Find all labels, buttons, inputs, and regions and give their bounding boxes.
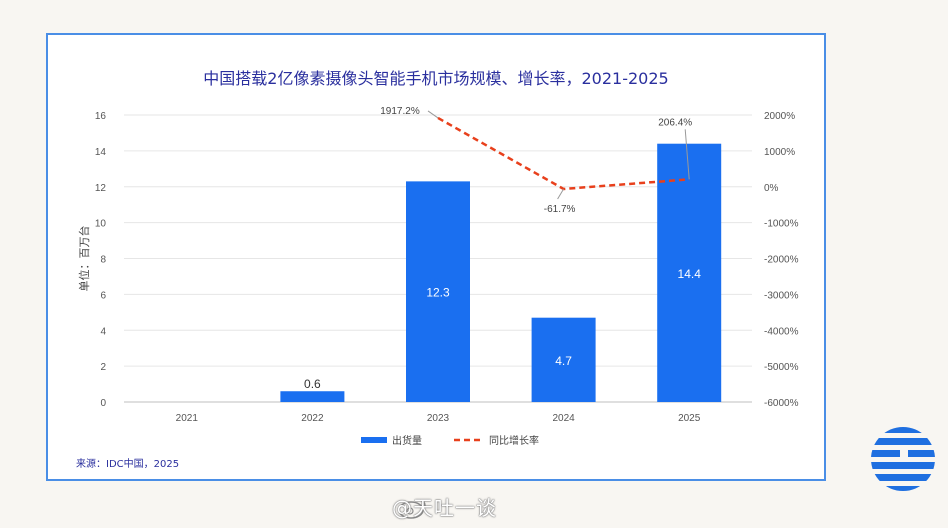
- y-tick-label: 6: [100, 290, 106, 301]
- leader-line: [684, 129, 690, 180]
- y-tick-label: 8: [100, 255, 106, 266]
- watermark: @天吐一谈: [392, 496, 497, 520]
- brand-logo-icon: [871, 427, 935, 491]
- source-note: 来源：IDC中国，2025: [76, 459, 180, 470]
- y2-tick-label: -3000%: [764, 290, 799, 301]
- y2-tick-label: -2000%: [764, 255, 799, 266]
- y2-tick-label: -4000%: [764, 326, 799, 337]
- bar-value-label: 14.4: [678, 267, 702, 281]
- growth-value-label: 206.4%: [658, 117, 692, 128]
- bar-value-label: 0.6: [304, 377, 321, 391]
- y-tick-label: 12: [95, 183, 107, 194]
- growth-line: [437, 116, 690, 191]
- growth-value-label: 1917.2%: [380, 106, 420, 117]
- leader-line: [557, 188, 565, 200]
- bar-value-label: 12.3: [426, 286, 450, 300]
- weibo-icon: [398, 499, 426, 519]
- bar-value-label: 4.7: [555, 354, 572, 368]
- legend-label: 同比增长率: [489, 434, 539, 447]
- x-tick-label: 2025: [678, 413, 701, 424]
- y2-tick-label: 1000%: [764, 147, 795, 158]
- y-tick-label: 0: [100, 398, 106, 409]
- bar: [406, 181, 470, 402]
- y2-tick-label: -1000%: [764, 219, 799, 230]
- y-axis-label: 单位：百万台: [77, 226, 91, 292]
- bar: [280, 391, 345, 402]
- y2-tick-label: -5000%: [764, 362, 799, 373]
- x-tick-label: 2024: [552, 413, 575, 424]
- legend-label: 出货量: [392, 434, 422, 447]
- y-tick-label: 16: [95, 111, 107, 122]
- bar: [531, 317, 596, 402]
- chart-card: 中国搭载2亿像素摄像头智能手机市场规模、增长率，2021-2025 0 2 4 6 8 1…: [46, 33, 826, 481]
- legend-swatch-bar: [361, 437, 387, 443]
- chart-canvas: 0 2 4 6 8 10 12 14 16 -6000% -5000% -4000% -3000% -20…: [77, 106, 799, 447]
- growth-value-label: -61.7%: [544, 204, 576, 215]
- y-tick-label: 14: [95, 147, 107, 158]
- y2-tick-label: 0%: [764, 183, 779, 194]
- y-tick-label: 2: [100, 362, 106, 373]
- leader-line: [427, 110, 439, 119]
- y-tick-label: 4: [100, 326, 106, 337]
- y2-tick-label: 2000%: [764, 111, 795, 122]
- bar: [657, 143, 722, 402]
- x-tick-label: 2021: [176, 413, 199, 424]
- y-tick-label: 10: [95, 219, 107, 230]
- x-tick-label: 2023: [427, 413, 450, 424]
- y2-tick-label: -6000%: [764, 398, 799, 409]
- chart-title: 中国搭载2亿像素摄像头智能手机市场规模、增长率，2021-2025: [203, 69, 669, 88]
- x-tick-label: 2022: [301, 413, 324, 424]
